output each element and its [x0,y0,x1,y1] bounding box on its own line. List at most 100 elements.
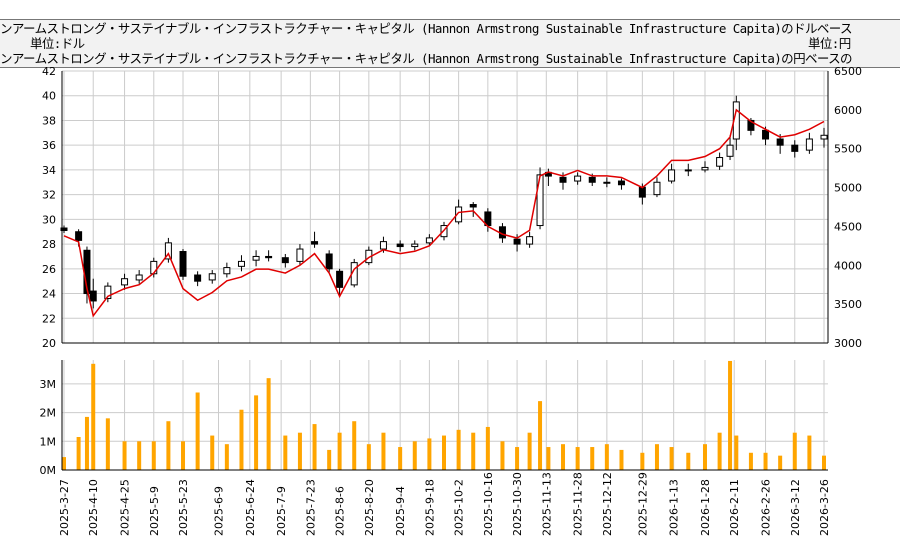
jpy-price-line [63,108,825,318]
y-tick-label-right: 3500 [834,298,862,311]
candle-body [559,176,567,183]
x-tick-label: 2025-10-16 [482,472,495,536]
volume-bar [822,455,826,470]
volume-bar [84,416,89,470]
volume-bar [105,418,110,470]
y-tick-label-left: 38 [42,114,56,127]
x-tick-label: 2025-9-4 [394,486,407,536]
candle-body [237,260,245,267]
candle-body [638,186,646,198]
x-tick-label: 2025-3-27 [58,479,71,536]
volume-bar [546,447,551,470]
volume-bar [527,432,532,470]
volume-bar [76,436,81,470]
volume-bar [412,441,417,470]
x-tick-label: 2025-9-18 [423,479,436,536]
price-plot-area [62,71,828,343]
y-tick-label-right: 3000 [834,337,862,350]
volume-bar [297,432,302,470]
x-tick-label: 2025-5-23 [177,479,190,536]
x-tick-label: 2025-7-9 [275,486,288,536]
volume-bar [266,378,271,470]
volume-bar [748,452,753,470]
volume-bar [381,432,386,470]
x-tick-label: 2025-12-12 [601,472,614,536]
x-tick-label: 2025-8-6 [334,486,347,536]
candle-body [776,138,784,146]
volume-bar [337,432,342,470]
volume-bar [181,441,186,470]
candle-body [536,174,544,227]
y-tick-label-left: 32 [42,189,56,202]
candle-body [121,278,129,286]
candle-body [653,181,661,196]
y-tick-label-right: 5000 [834,182,862,195]
candle-body [617,180,625,186]
x-tick-label: 2025-4-10 [87,479,100,536]
candle-body [574,175,582,182]
volume-bar [734,435,739,470]
candle-body [805,138,813,151]
candle-body [588,176,596,183]
y-tick-label-left: 40 [42,90,56,103]
x-tick-label: 2026-2-26 [760,479,773,536]
candle-body [252,255,260,261]
volume-bar [728,360,733,470]
x-tick-label: 2025-10-2 [453,479,466,536]
y-tick-label-right: 6000 [834,104,862,117]
x-tick-label: 2025-5-9 [148,486,161,536]
volume-bar [604,444,609,470]
volume-bar [515,447,520,470]
title-jpy: ンアームストロング・サステイナブル・インフラストラクチャー・キャピタル (Han… [0,51,853,66]
volume-bar [398,447,403,470]
volume-bar [807,435,812,470]
candle-body [89,290,97,302]
volume-bar [686,452,691,470]
candle-body [296,248,304,262]
x-tick-label: 2025-11-13 [540,472,553,536]
candle-body [455,206,463,223]
candle-body [411,243,419,248]
volume-bar [792,432,797,470]
candle-body [179,251,187,277]
x-tick-label: 2026-3-26 [818,479,831,536]
volume-bar [619,449,624,470]
volume-bar [561,444,566,470]
volume-bar [151,441,156,470]
volume-bar [224,444,229,470]
x-tick-label: 2026-2-11 [728,479,741,536]
candle-body [726,144,734,157]
candle-body [60,227,68,231]
candle-body [684,169,692,172]
volume-bar [122,441,127,470]
candle-body [603,181,611,184]
y-tick-label-left: 22 [42,312,56,325]
candle-body [668,169,676,182]
volume-tick-label: 0M [40,464,57,477]
candle-body [164,242,172,260]
volume-bar [239,409,244,470]
candle-body [265,255,273,259]
candle-body [379,241,387,250]
x-tick-label: 2025-8-20 [363,479,376,536]
candle-body [820,134,828,140]
chart-header: ンアームストロング・サステイナブル・インフラストラクチャー・キャピタル (Han… [0,19,900,68]
title-usd: ンアームストロング・サステイナブル・インフラストラクチャー・キャピタル (Han… [0,21,853,36]
volume-bar [763,452,768,470]
y-tick-label-left: 30 [42,213,56,226]
volume-tick-label: 1M [40,435,57,448]
volume-bar [137,441,142,470]
candle-body [135,274,143,281]
x-tick-label: 2025-6-24 [244,479,257,536]
candle-body [311,241,319,245]
unit-left: 単位:ドル [30,36,85,51]
x-tick-label: 2025-12-29 [636,472,649,536]
y-tick-label-right: 6500 [834,65,862,78]
candle-body [716,157,724,167]
volume-bar [456,429,461,470]
y-tick-label-left: 34 [42,164,56,177]
y-tick-label-right: 5500 [834,143,862,156]
volume-bar [538,401,543,470]
x-tick-label: 2025-11-28 [572,472,585,536]
